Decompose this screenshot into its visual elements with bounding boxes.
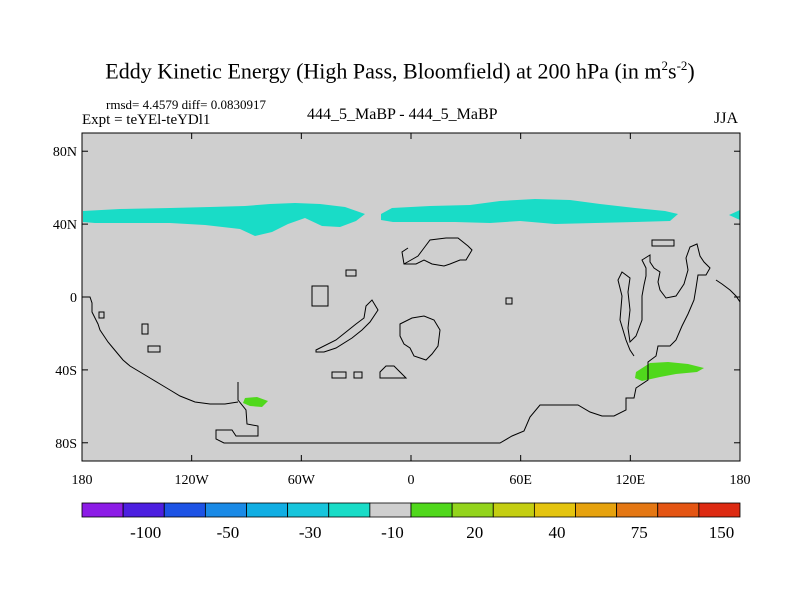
colorbar-swatch	[122, 502, 165, 518]
colorbar-swatch	[410, 502, 453, 518]
colorbar-swatch	[575, 502, 618, 518]
colorbar-label: 20	[466, 523, 483, 542]
colorbar-label: -10	[381, 523, 404, 542]
colorbar-label: -50	[217, 523, 240, 542]
x-tick-label: 180	[730, 473, 751, 488]
coastlines	[84, 237, 741, 444]
region-sh-pacific-patch	[635, 362, 704, 381]
colorbar-swatch	[451, 502, 494, 518]
y-tick-label: 40N	[53, 218, 77, 233]
colorbar-label: -100	[130, 523, 161, 542]
y-tick-label: 0	[70, 291, 77, 306]
colorbar-swatch	[657, 502, 700, 518]
colorbar-label: 150	[709, 523, 735, 542]
x-tick-label: 60E	[509, 473, 532, 488]
region-nh-jet-far-east	[729, 210, 740, 220]
colorbar-label: -30	[299, 523, 322, 542]
colorbar-label: 40	[548, 523, 565, 542]
y-tick-label: 80S	[55, 437, 77, 452]
colorbar-swatch	[287, 502, 330, 518]
colorbar: -100 -50 -30 -10 20 40 75 150	[81, 502, 741, 542]
season-label: JJA	[714, 110, 739, 127]
colorbar-label: 75	[631, 523, 648, 542]
axes: 180 120W 60W 0 60E 120E 180 80N 40N 0 40S 80S	[53, 133, 751, 488]
colorbar-swatch	[369, 502, 412, 518]
colorbar-swatch	[204, 502, 247, 518]
chart-title: Eddy Kinetic Energy (High Pass, Bloomfie…	[105, 58, 695, 84]
x-tick-label: 60W	[288, 473, 316, 488]
region-nh-jet-west	[83, 203, 365, 236]
experiment-diff-label: 444_5_MaBP - 444_5_MaBP	[307, 106, 498, 123]
region-drake-patch	[243, 397, 268, 407]
colorbar-swatch	[698, 502, 741, 518]
colorbar-swatch	[163, 502, 206, 518]
y-tick-label: 80N	[53, 145, 77, 160]
expt-label: Expt = teYEl-teYDl1	[82, 112, 211, 128]
y-tick-label: 40S	[55, 364, 77, 379]
region-nh-jet-east	[381, 199, 678, 224]
x-tick-label: 120E	[616, 473, 646, 488]
colorbar-swatch	[533, 502, 576, 518]
colorbar-swatch	[616, 502, 659, 518]
colorbar-swatch	[492, 502, 535, 518]
colorbar-swatch	[81, 502, 124, 518]
x-tick-label: 120W	[175, 473, 210, 488]
colorbar-swatch	[328, 502, 371, 518]
x-tick-label: 0	[408, 473, 415, 488]
map-background	[82, 133, 740, 461]
colorbar-swatch	[246, 502, 289, 518]
rmsd-label: rmsd= 4.4579 diff= 0.0830917	[106, 97, 266, 112]
x-tick-label: 180	[72, 473, 93, 488]
